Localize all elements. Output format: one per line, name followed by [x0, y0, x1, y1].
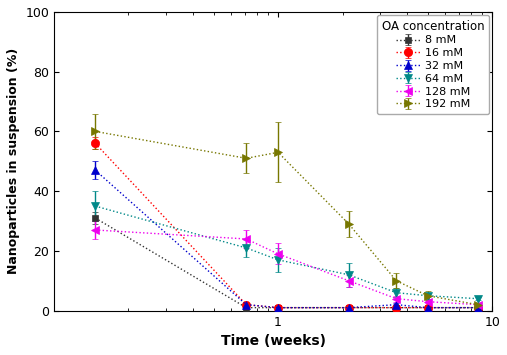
X-axis label: Time (weeks): Time (weeks) [221, 334, 325, 348]
Legend: 8 mM, 16 mM, 32 mM, 64 mM, 128 mM, 192 mM: 8 mM, 16 mM, 32 mM, 64 mM, 128 mM, 192 m… [377, 15, 489, 114]
Y-axis label: Nanoparticles in suspension (%): Nanoparticles in suspension (%) [7, 48, 20, 274]
